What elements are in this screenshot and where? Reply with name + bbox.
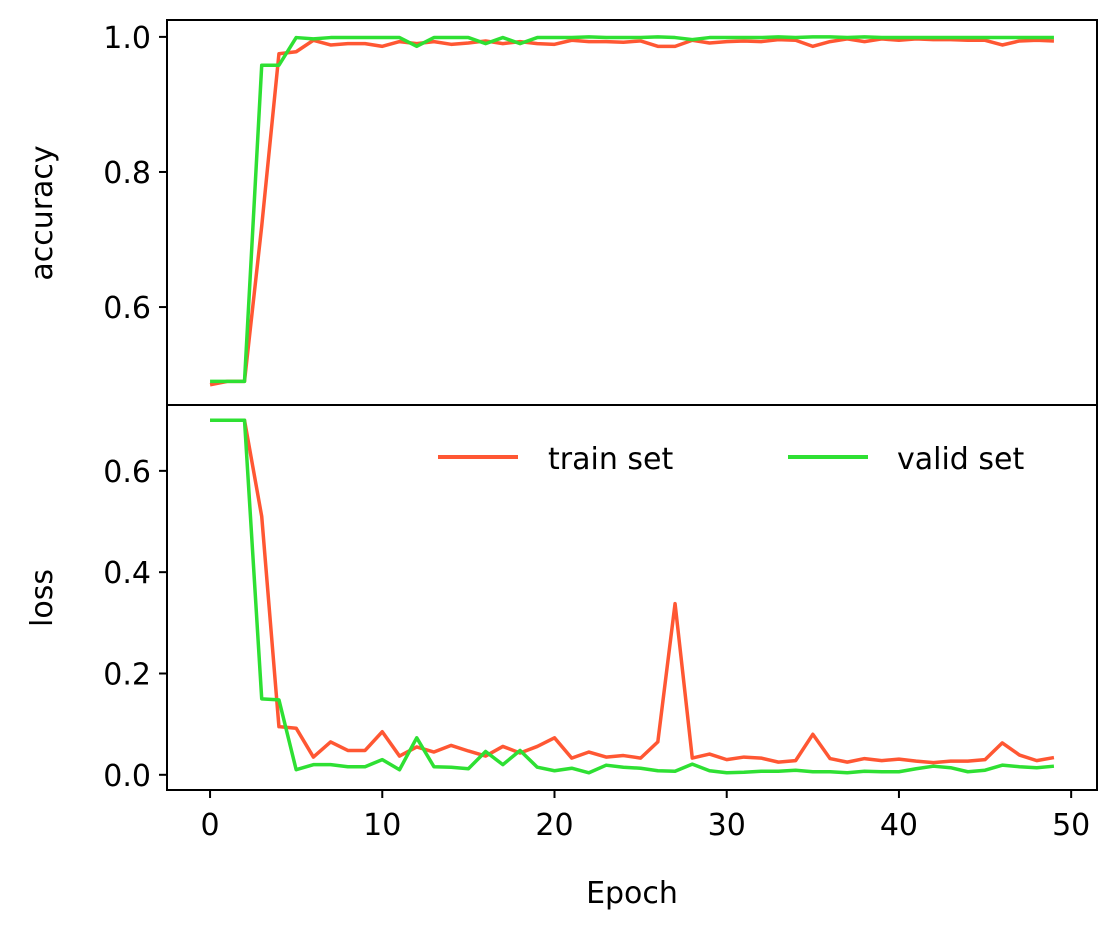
loss-series-train-line: [210, 418, 1055, 765]
x-tick-label-2: 20: [535, 808, 573, 843]
legend-label-train: train set: [548, 442, 673, 477]
accuracy-y-tick-label-1: 0.8: [103, 156, 151, 191]
x-tick-label-3: 30: [708, 808, 746, 843]
loss-y-tick-label-2: 0.4: [103, 556, 151, 591]
loss-panel: 0.0 0.2 0.4 0.6 loss train set valid set: [25, 404, 1098, 794]
accuracy-series-train-line: [209, 37, 1055, 387]
loss-y-tick-label-0: 0.0: [103, 759, 151, 794]
accuracy-y-tick-label-0: 0.6: [103, 291, 151, 326]
accuracy-y-tick-label-2: 1.0: [103, 21, 151, 56]
x-axis-ticks: 0 10 20 30 40 50: [201, 790, 1090, 843]
accuracy-y-ticks: 0.6 0.8 1.0: [103, 21, 167, 326]
accuracy-panel: 0.6 0.8 1.0 accuracy: [25, 19, 1098, 406]
x-axis-label: Epoch: [586, 876, 678, 911]
accuracy-y-axis-label: accuracy: [25, 145, 60, 280]
loss-series: [210, 418, 1055, 775]
accuracy-plot-frame: [166, 19, 1098, 406]
x-tick-label-4: 40: [880, 808, 918, 843]
legend: train set valid set: [438, 442, 1024, 477]
loss-y-ticks: 0.0 0.2 0.4 0.6: [103, 455, 167, 794]
loss-y-axis-label: loss: [25, 569, 60, 627]
x-tick-label-5: 50: [1052, 808, 1090, 843]
accuracy-series: [209, 35, 1055, 387]
loss-y-tick-label-3: 0.6: [103, 455, 151, 490]
loss-plot-frame: [166, 404, 1098, 791]
legend-label-valid: valid set: [897, 442, 1024, 477]
loss-series-valid-line: [210, 418, 1055, 775]
accuracy-series-valid-line: [210, 35, 1054, 384]
loss-y-tick-label-1: 0.2: [103, 657, 151, 692]
x-tick-label-0: 0: [201, 808, 220, 843]
x-tick-label-1: 10: [363, 808, 401, 843]
